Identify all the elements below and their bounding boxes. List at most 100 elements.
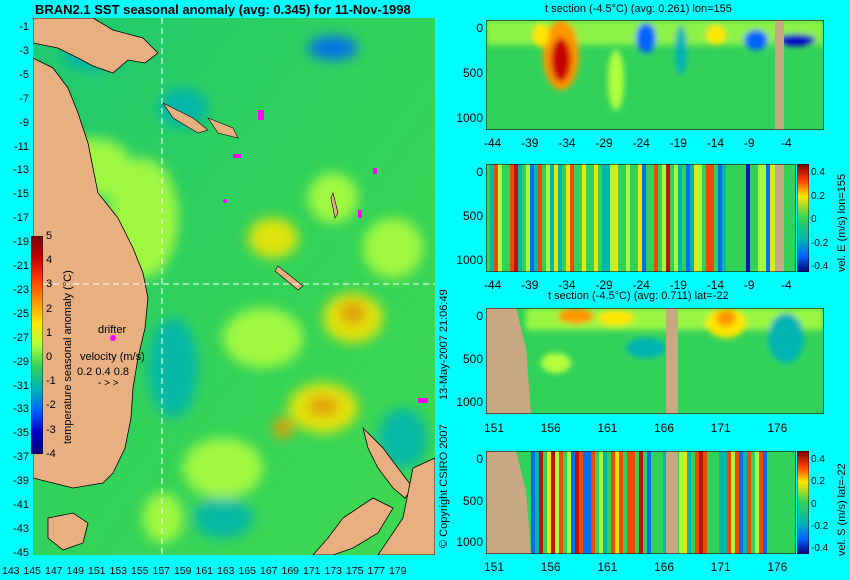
p1-x-tick: -9 (743, 136, 755, 150)
panel2-colorbar-label: vel. E (m/s) lon=155 (836, 173, 848, 272)
p4-cbar-tick: -0.4 (811, 543, 829, 554)
copyright-text: © Copyright CSIRO 2007 (438, 424, 450, 548)
longitude-tick: 179 (389, 565, 407, 577)
p2-x-tick: -9 (743, 278, 755, 292)
latitude-tick: -11 (13, 140, 29, 153)
latitude-tick: -5 (19, 68, 29, 81)
p4-y-tick: 0 (476, 452, 483, 466)
p3-x-tick: 161 (597, 421, 618, 435)
p4-cbar-tick: 0 (811, 498, 817, 510)
p4-cbar-tick: 0.4 (811, 454, 825, 465)
timestamp-text: 13-May-2007 21:06:49 (438, 289, 450, 400)
latitude-tick: -31 (13, 379, 29, 392)
velocity-label: velocity (m/s) (80, 351, 145, 363)
p4-x-tick: 156 (540, 560, 561, 574)
p3-y-tick: 0 (476, 309, 483, 323)
panel3-section-plot[interactable] (486, 308, 824, 414)
colorbar-tick: -3 (46, 423, 56, 436)
colorbar-tick: 5 (46, 230, 53, 242)
longitude-tick: 145 (23, 565, 42, 577)
latitude-tick: -41 (13, 499, 29, 511)
longitude-tick: 155 (131, 565, 149, 577)
p2-x-tick: -24 (632, 278, 650, 292)
latitude-tick: -35 (13, 427, 29, 440)
latitude-tick: -3 (19, 44, 29, 57)
p2-y-tick: 500 (462, 209, 483, 223)
latitude-tick: -9 (19, 116, 29, 129)
sst-anomaly-map[interactable] (33, 18, 435, 555)
longitude-tick: 175 (346, 565, 364, 577)
p2-y-tick: 1000 (456, 253, 483, 267)
latitude-tick: -21 (13, 260, 29, 272)
longitude-tick: 163 (217, 565, 235, 577)
p3-x-tick: 176 (767, 421, 788, 435)
p2-x-tick: -39 (521, 278, 539, 292)
longitude-tick: 159 (174, 565, 192, 577)
p1-x-tick: -4 (781, 136, 792, 150)
panel2-velocity-plot[interactable] (486, 164, 796, 272)
colorbar-tick: 2 (46, 302, 53, 315)
velocity-arrows-icon: - > > (98, 378, 119, 389)
drifter-label: drifter (98, 324, 127, 336)
p4-cbar-tick: -0.2 (811, 520, 829, 532)
p2-x-tick: -14 (706, 278, 725, 292)
latitude-tick: -29 (13, 355, 29, 368)
panel1-section-plot[interactable] (486, 20, 824, 130)
latitude-tick: -27 (13, 331, 29, 344)
colorbar-label: temperature seasonal anomaly (°C) (62, 270, 74, 444)
latitude-tick: -19 (13, 236, 29, 249)
latitude-tick: -43 (13, 522, 29, 535)
p3-x-tick: 166 (654, 421, 675, 435)
p1-x-tick: -24 (632, 136, 650, 150)
latitude-tick: -25 (13, 307, 29, 320)
longitude-tick: 161 (195, 565, 214, 577)
p4-x-tick: 161 (597, 560, 618, 574)
p1-y-tick: 0 (476, 21, 483, 35)
temperature-colorbar (31, 236, 43, 454)
p1-x-tick: -14 (706, 136, 725, 150)
panel4-colorbar-label: vel. S (m/s) lat=-22 (836, 463, 848, 556)
latitude-tick: -37 (13, 451, 29, 464)
p2-cbar-tick: -0.4 (811, 261, 829, 272)
latitude-tick: -1 (19, 21, 29, 33)
colorbar-tick: -1 (46, 375, 56, 388)
longitude-tick: 165 (238, 565, 257, 577)
p2-x-tick: -29 (595, 278, 613, 292)
panel4-velocity-plot[interactable] (486, 451, 796, 554)
latitude-tick: -15 (13, 188, 29, 201)
p2-cbar-tick: 0.2 (811, 190, 825, 202)
longitude-tick: 169 (281, 565, 300, 577)
p1-x-tick: -39 (521, 136, 539, 150)
colorbar-tick: -4 (46, 447, 56, 460)
p1-x-tick: -44 (484, 136, 502, 150)
p4-y-tick: 1000 (456, 535, 483, 549)
longitude-tick: 143 (2, 565, 20, 577)
p3-x-tick: 171 (710, 421, 731, 435)
p2-y-tick: 0 (476, 165, 483, 179)
p4-x-tick: 151 (484, 560, 505, 574)
p4-x-tick: 166 (654, 560, 675, 574)
longitude-tick: 147 (45, 565, 63, 577)
p2-x-tick: -19 (669, 278, 687, 292)
p3-x-tick: 156 (540, 421, 561, 435)
colorbar-tick: 0 (46, 351, 53, 363)
longitude-tick: 149 (66, 565, 85, 577)
velocity-scale: 0.2 0.4 0.8 (77, 366, 129, 378)
p2-x-tick: -4 (781, 278, 792, 292)
p1-y-tick: 500 (462, 66, 483, 80)
panel3-title: t section (-4.5°C) (avg: 0.711) lat=-22 (548, 290, 729, 302)
latitude-tick: -45 (13, 546, 29, 559)
p2-x-tick: -44 (484, 278, 502, 292)
p1-x-tick: -29 (595, 136, 613, 150)
p2-x-tick: -34 (558, 278, 576, 292)
latitude-tick: -7 (19, 92, 29, 105)
longitude-tick: 151 (88, 565, 106, 577)
latitude-tick: -33 (13, 403, 29, 416)
colorbar-tick: 4 (46, 254, 53, 267)
p4-y-tick: 500 (462, 493, 483, 508)
p3-y-tick: 1000 (456, 395, 483, 409)
latitude-tick: -17 (13, 212, 29, 225)
latitude-tick: -23 (13, 283, 29, 296)
p1-x-tick: -19 (669, 136, 687, 150)
p1-y-tick: 1000 (456, 111, 483, 125)
